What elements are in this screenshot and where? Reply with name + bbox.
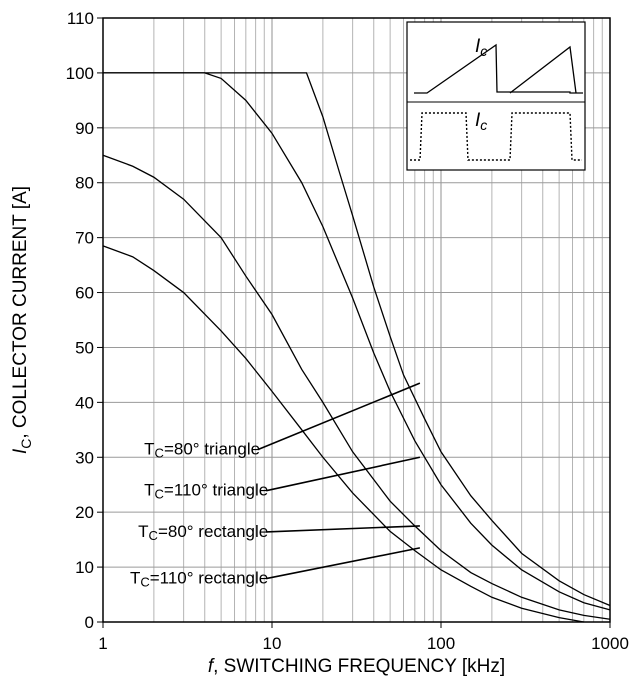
y-tick-label: 20 [75,503,94,522]
x-tick-label: 1 [98,634,107,653]
annotation-label-2: TC=110° triangle [144,481,268,502]
annotation-label-main: T [130,569,140,588]
annotation-label-4: TC=110° rectangle [130,569,268,590]
annotation-label-sub: C [140,575,149,590]
annotation-leader-3 [266,525,420,533]
annotation-label-main: T [144,440,154,459]
annotation-leader-4 [266,547,421,580]
inset-top-label-main: I [475,36,481,57]
annotation-label-rest: =110° triangle [164,481,268,500]
y-axis-title-text: , COLLECTOR CURRENT [A] [10,186,31,439]
inset-bottom-label: Ic [475,110,487,133]
y-tick-label: 40 [75,393,94,412]
x-axis-title: f, SWITCHING FREQUENCY [kHz] [208,656,505,677]
inset-top-label: Ic [475,36,487,59]
plot-border [102,17,611,623]
annotation-label-main: T [138,522,148,541]
y-tick-label: 0 [85,613,94,632]
y-tick-label: 60 [75,284,94,303]
annotation-label-rest: =110° rectangle [150,569,269,588]
inset-triangle-wave-ramp2 [509,45,577,94]
x-tick-label: 10 [263,634,282,653]
annotation-label-sub: C [155,446,164,461]
x-tick-label: 1000 [591,634,629,653]
y-axis-title-var: I [10,448,31,454]
annotation-leader-2 [266,456,421,492]
inset-triangle-wave-ramp1 [414,43,583,94]
annotation-label-rest: =80° rectangle [158,522,268,541]
series-lines [102,72,611,623]
y-tick-label: 110 [67,9,94,28]
inset-rectangle-wave [410,112,582,161]
y-tick-label: 10 [75,558,94,577]
inset-bottom-label-main: I [475,110,481,131]
annotation-label-main: T [144,481,154,500]
annotation-label-sub: C [155,487,164,502]
annotation-label-sub: C [149,528,158,543]
y-axis-title-sub: C [18,439,34,449]
inset-box [406,21,586,171]
y-tick-label: 50 [75,338,94,357]
y-tick-label: 100 [66,64,94,83]
series-line-2 [103,72,611,611]
y-tick-label: 30 [75,448,94,467]
x-tick-label: 100 [427,634,455,653]
y-axis-title: IC, COLLECTOR CURRENT [A] [10,186,34,454]
series-line-1 [103,72,611,607]
inset-top-label-sub: c [480,43,487,59]
x-axis-title-text: , SWITCHING FREQUENCY [kHz] [213,656,505,677]
y-tick-label: 70 [75,229,94,248]
annotation-label-1: TC=80° triangle [144,440,260,461]
inset-bottom-label-sub: c [480,117,487,133]
annotation-label-3: TC=80° rectangle [138,522,268,543]
series-line-3 [102,154,611,620]
annotation-label-rest: =80° triangle [164,440,260,459]
y-tick-label: 90 [75,119,94,138]
x-axis-title-var: f [208,656,215,677]
y-tick-label: 80 [75,174,94,193]
annotation-leader-1 [257,382,421,451]
